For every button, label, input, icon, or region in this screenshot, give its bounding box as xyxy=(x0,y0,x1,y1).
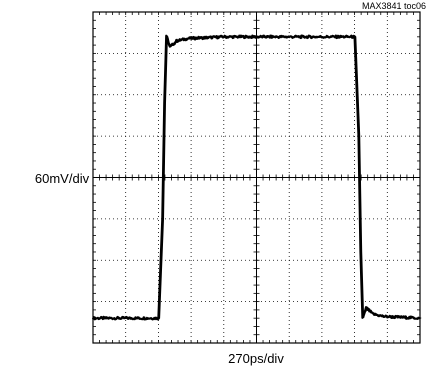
figure-id: MAX3841 toc06 xyxy=(362,1,426,11)
trace-group xyxy=(91,34,422,321)
trace-line-overlay xyxy=(93,34,422,321)
x-axis-label: 270ps/div xyxy=(228,351,284,366)
y-axis-label: 60mV/div xyxy=(35,171,90,186)
graticule-ticks xyxy=(92,11,421,344)
